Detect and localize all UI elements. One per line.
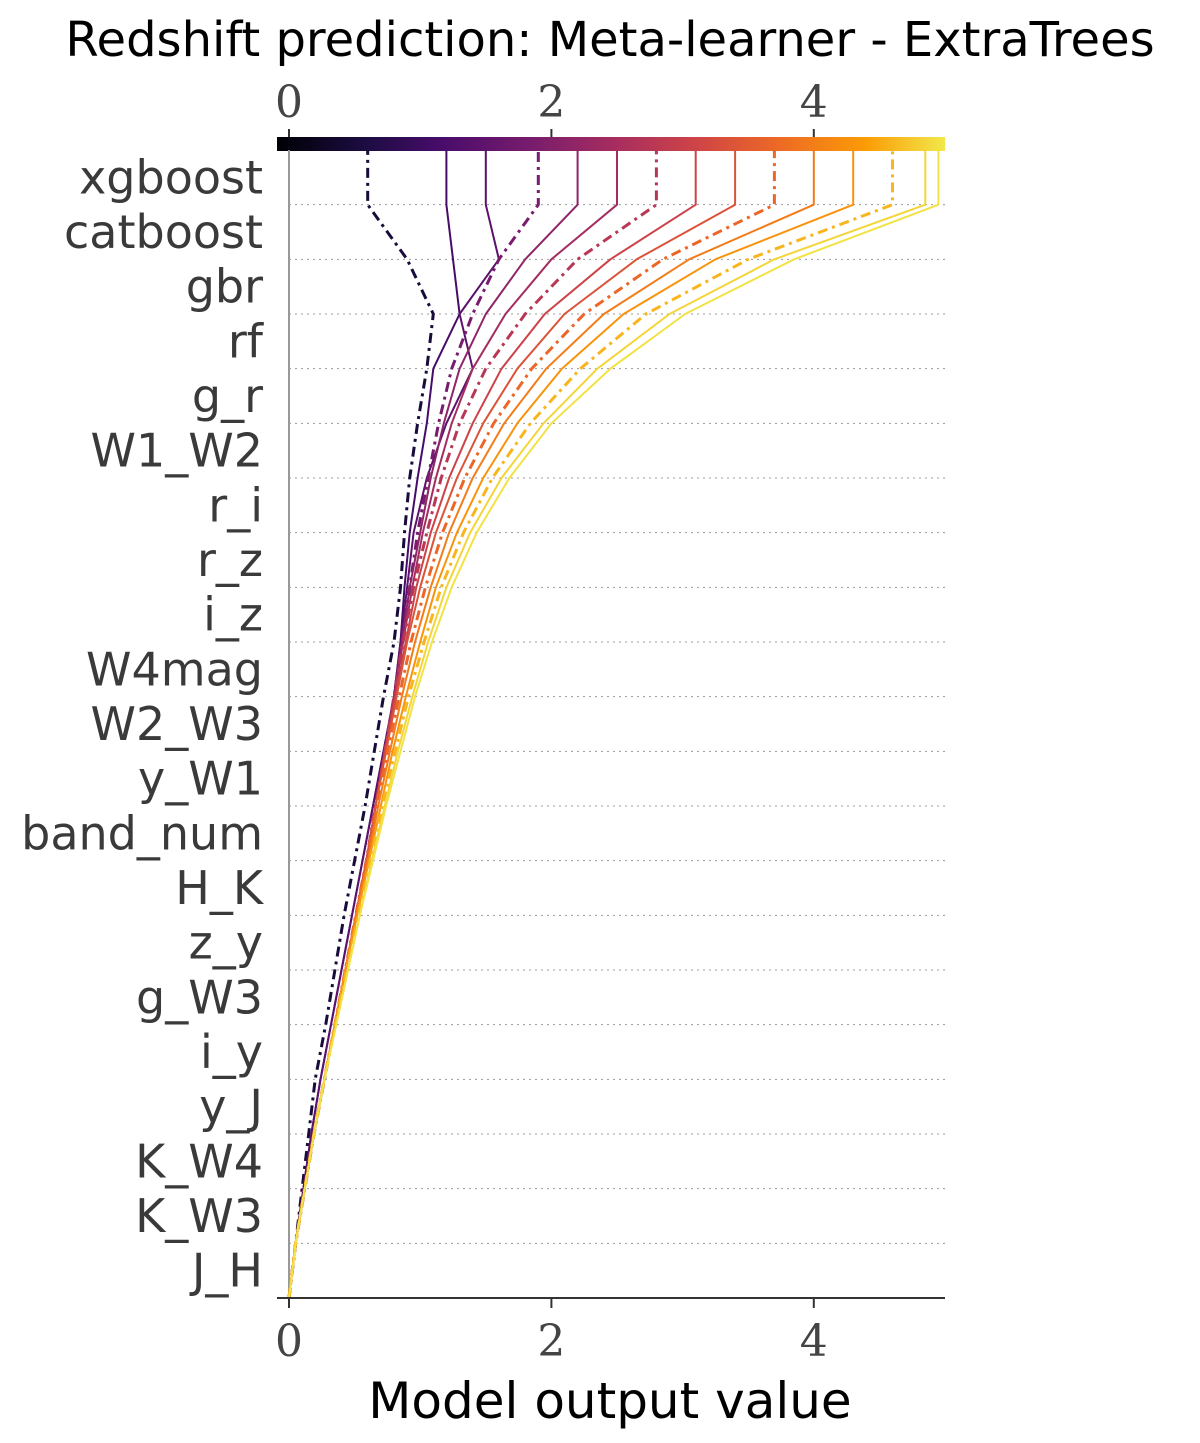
decision-line <box>288 150 618 1299</box>
decision-line <box>288 150 579 1299</box>
decision-line <box>287 150 658 1299</box>
decision-line <box>288 150 737 1299</box>
decision-line <box>288 150 940 1299</box>
feature-label: g_W3 <box>136 970 263 1024</box>
feature-label: H_K <box>175 861 265 915</box>
feature-label: r_i <box>208 478 263 532</box>
decision-line <box>287 150 776 1299</box>
decision-line <box>288 150 927 1299</box>
chart-title: Redshift prediction: Meta-learner - Extr… <box>65 12 1154 68</box>
colorbar-ticks: 0 2 4 <box>275 77 828 137</box>
feature-label: K_W3 <box>135 1189 263 1243</box>
feature-label: J_H <box>189 1244 263 1298</box>
colorbar-gradient <box>277 137 945 151</box>
decision-line <box>288 150 855 1299</box>
series-lines <box>287 150 940 1299</box>
colorbar-tick-label: 0 <box>275 77 303 128</box>
colorbar-tick-label: 2 <box>537 77 565 128</box>
feature-label: K_W4 <box>135 1134 263 1188</box>
feature-label: i_z <box>203 588 263 642</box>
feature-label: r_z <box>197 533 263 587</box>
x-tick-label: 4 <box>800 1316 828 1367</box>
feature-label: i_y <box>200 1025 263 1079</box>
feature-label: W2_W3 <box>91 697 264 751</box>
colorbar: 0 2 4 <box>275 77 945 151</box>
feature-label: catboost <box>64 205 263 259</box>
feature-label: y_J <box>199 1080 263 1134</box>
feature-label: band_num <box>21 806 263 860</box>
colorbar-tick-label: 4 <box>800 77 828 128</box>
feature-label: W4mag <box>86 642 263 696</box>
grid-lines <box>289 204 945 1244</box>
feature-label: rf <box>228 314 265 368</box>
feature-label: xgboost <box>79 150 263 204</box>
feature-label: g_r <box>192 369 263 423</box>
decision-line <box>288 150 815 1299</box>
feature-label: gbr <box>186 260 263 314</box>
feature-label: y_W1 <box>138 752 263 806</box>
x-axis-ticks: 0 2 4 <box>275 1298 828 1367</box>
feature-label: z_y <box>189 916 263 970</box>
feature-labels: xgboostcatboostgbrrfg_rW1_W2r_ir_zi_zW4m… <box>21 150 265 1297</box>
x-tick-label: 0 <box>275 1316 303 1367</box>
x-tick-label: 2 <box>537 1316 565 1367</box>
x-axis-label: Model output value <box>368 1372 851 1430</box>
decision-line <box>287 150 435 1299</box>
feature-label: W1_W2 <box>91 424 264 478</box>
